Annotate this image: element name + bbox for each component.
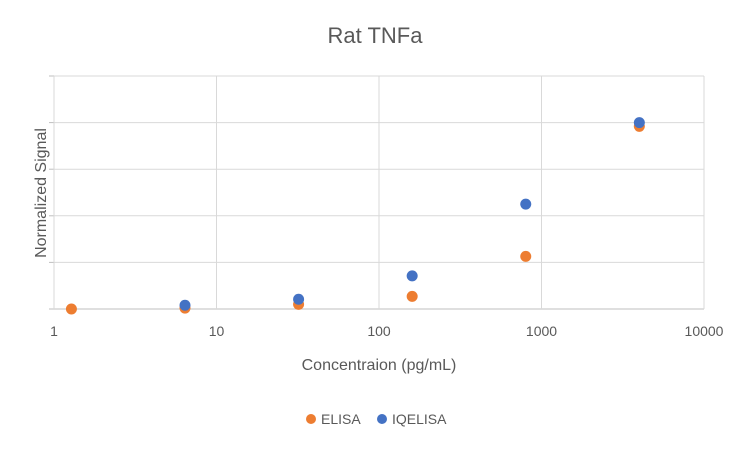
point-elisa xyxy=(406,290,418,302)
y-axis-label: Normalized Signal xyxy=(33,128,50,258)
gridlines xyxy=(49,75,705,310)
legend-marker-iqelisa xyxy=(377,414,387,424)
legend-label-iqelisa: IQELISA xyxy=(392,411,447,427)
legend-label-elisa: ELISA xyxy=(321,411,361,427)
legend-marker-elisa xyxy=(306,414,316,424)
point-iqelisa xyxy=(293,293,305,305)
x-axis-ticks: 1 10 100 1000 10000 xyxy=(50,323,724,339)
point-elisa xyxy=(520,250,532,262)
point-iqelisa xyxy=(520,198,532,210)
data-points xyxy=(65,117,645,315)
x-tick-label: 100 xyxy=(367,323,391,339)
chart-title: Rat TNFa xyxy=(328,23,424,48)
x-tick-label: 1000 xyxy=(526,323,557,339)
point-elisa xyxy=(65,303,77,315)
x-axis-label: Concentraion (pg/mL) xyxy=(302,357,457,374)
point-iqelisa xyxy=(179,299,191,311)
point-iqelisa xyxy=(406,270,418,282)
point-iqelisa xyxy=(633,117,645,129)
series-iqelisa xyxy=(179,117,645,311)
x-tick-label: 1 xyxy=(50,323,58,339)
x-tick-label: 10000 xyxy=(685,323,724,339)
x-tick-label: 10 xyxy=(209,323,225,339)
legend: ELISA IQELISA xyxy=(306,411,447,427)
